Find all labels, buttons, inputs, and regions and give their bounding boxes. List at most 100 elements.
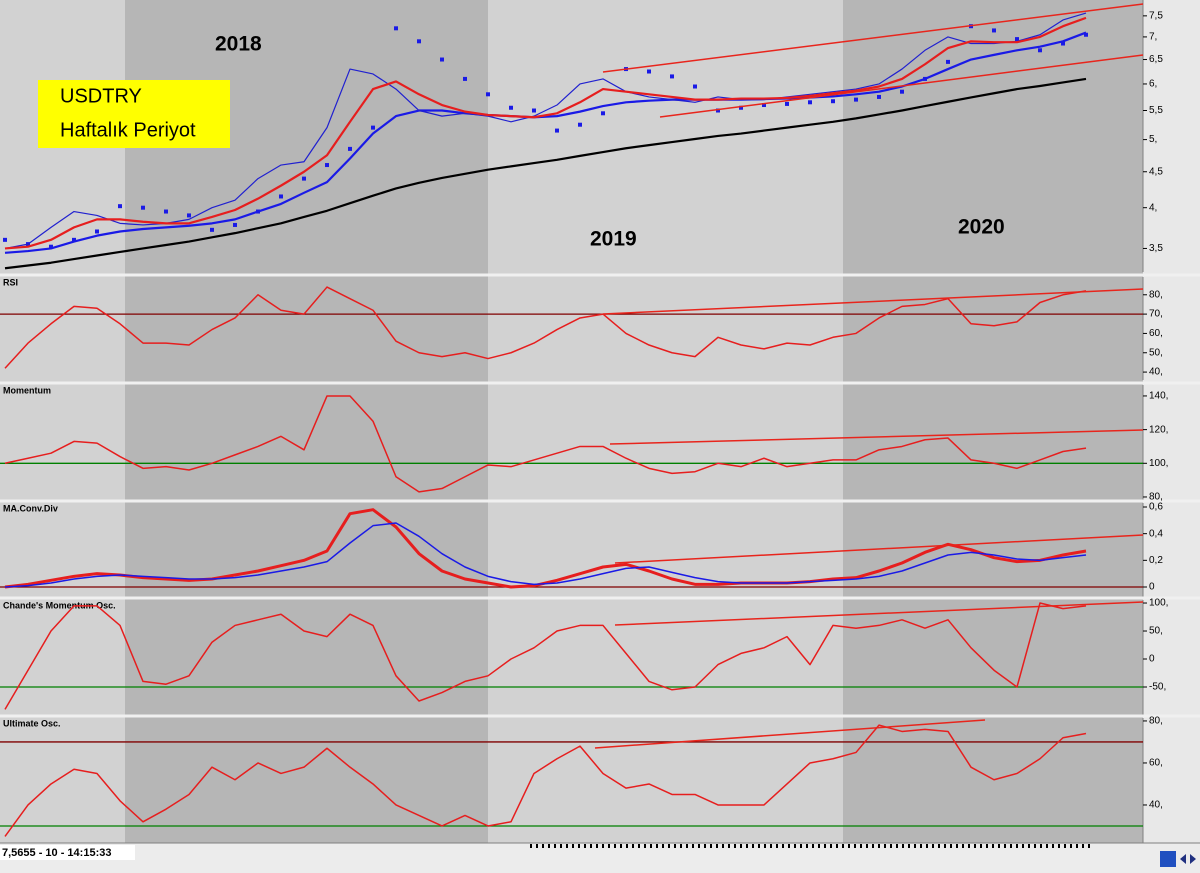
year-label: 2019 [590, 228, 637, 251]
sar-dot [141, 205, 145, 210]
y-tick-label: 5,5 [1149, 105, 1163, 116]
sar-dot [831, 99, 835, 104]
y-tick-label: 70, [1149, 309, 1163, 320]
sar-dot [693, 84, 697, 89]
sar-dot [440, 57, 444, 62]
status-text: 7,5655 - 10 - 14:15:33 [2, 847, 111, 859]
sar-dot [279, 194, 283, 199]
scroll-arrows[interactable] [1180, 854, 1196, 864]
sar-dot [49, 244, 53, 249]
sar-dot [1038, 48, 1042, 53]
sar-dot [233, 222, 237, 227]
y-tick-label: -50, [1149, 682, 1166, 693]
panel-title: Ultimate Osc. [3, 718, 61, 728]
sar-dot [256, 209, 260, 214]
sar-dot [72, 237, 76, 242]
y-tick-label: 6,5 [1149, 54, 1163, 65]
sar-dot [417, 39, 421, 44]
y-tick-label: 60, [1149, 328, 1163, 339]
sar-dot [118, 204, 122, 209]
sar-dot [1084, 32, 1088, 37]
sar-dot [992, 28, 996, 33]
sar-dot [946, 59, 950, 64]
sar-dot [578, 122, 582, 127]
sar-dot [164, 209, 168, 214]
y-tick-label: 3,5 [1149, 243, 1163, 254]
y-tick-label: 80, [1149, 716, 1163, 727]
panel-title: Momentum [3, 385, 51, 395]
sar-dot [3, 237, 7, 242]
series-line [4, 602, 1087, 710]
sar-dot [325, 163, 329, 168]
sar-dot [877, 94, 881, 99]
sar-dot [210, 227, 214, 232]
sar-dot [486, 92, 490, 97]
y-tick-label: 100, [1149, 598, 1168, 609]
series-line [4, 77, 1087, 270]
sar-dot [808, 100, 812, 105]
sar-dot [739, 105, 743, 110]
y-tick-label: 120, [1149, 424, 1168, 435]
year-label: 2020 [958, 216, 1005, 239]
sar-dot [187, 213, 191, 218]
sar-dot [555, 128, 559, 133]
panel-frames [0, 0, 1200, 843]
axis-background [1143, 0, 1200, 843]
sar-dot [302, 176, 306, 181]
y-tick-label: 140, [1149, 391, 1168, 402]
series-line [4, 395, 1087, 493]
plots: 3,54,4,55,5,56,6,57,7,581920RSI40,50,60,… [0, 10, 1168, 862]
y-tick-label: 50, [1149, 626, 1163, 637]
series-line [4, 724, 1087, 837]
year-label: 2018 [215, 33, 262, 56]
chart-title: USDTRY [60, 85, 142, 107]
panel-title: MA.Conv.Div [3, 503, 58, 513]
y-tick-label: 80, [1149, 289, 1163, 300]
sar-dot [785, 101, 789, 106]
y-tick-label: 4,5 [1149, 166, 1163, 177]
sar-dot [95, 229, 99, 234]
series-line [4, 286, 1087, 369]
y-tick-label: 100, [1149, 458, 1168, 469]
scroll-button[interactable] [1160, 851, 1176, 867]
y-tick-label: 0,2 [1149, 555, 1163, 566]
status-bar [0, 843, 1200, 873]
sar-dot [348, 146, 352, 151]
panel-title: Chande's Momentum Osc. [3, 600, 116, 610]
sar-dot [923, 76, 927, 81]
panel-title: RSI [3, 277, 18, 287]
series-line [4, 12, 1087, 250]
sar-dot [1015, 37, 1019, 42]
sar-dot [647, 69, 651, 74]
sar-dot [371, 125, 375, 130]
y-tick-label: 40, [1149, 367, 1163, 378]
y-tick-label: 80, [1149, 492, 1163, 503]
chart-subtitle: Haftalık Periyot [60, 119, 196, 141]
y-tick-label: 4, [1149, 202, 1157, 213]
sar-dot [532, 108, 536, 113]
period-band [843, 0, 1143, 843]
y-tick-label: 7, [1149, 32, 1157, 43]
trend-lines [594, 3, 1144, 749]
y-tick-label: 0,6 [1149, 502, 1163, 513]
sar-dot [394, 26, 398, 31]
sar-dot [854, 97, 858, 102]
sar-dot [601, 111, 605, 116]
y-tick-label: 60, [1149, 758, 1163, 769]
y-tick-label: 0,4 [1149, 528, 1163, 539]
sar-dot [509, 105, 513, 110]
sar-dot [463, 76, 467, 81]
sar-dot [716, 108, 720, 113]
y-tick-label: 0 [1149, 654, 1155, 665]
y-tick-label: 7,5 [1149, 10, 1163, 21]
y-tick-label: 40, [1149, 800, 1163, 811]
label-box [38, 80, 230, 148]
sar-dot [762, 103, 766, 108]
y-tick-label: 50, [1149, 347, 1163, 358]
y-tick-label: 5, [1149, 134, 1157, 145]
y-tick-label: 6, [1149, 79, 1157, 90]
series-line [4, 522, 1087, 588]
sar-dot [900, 89, 904, 94]
